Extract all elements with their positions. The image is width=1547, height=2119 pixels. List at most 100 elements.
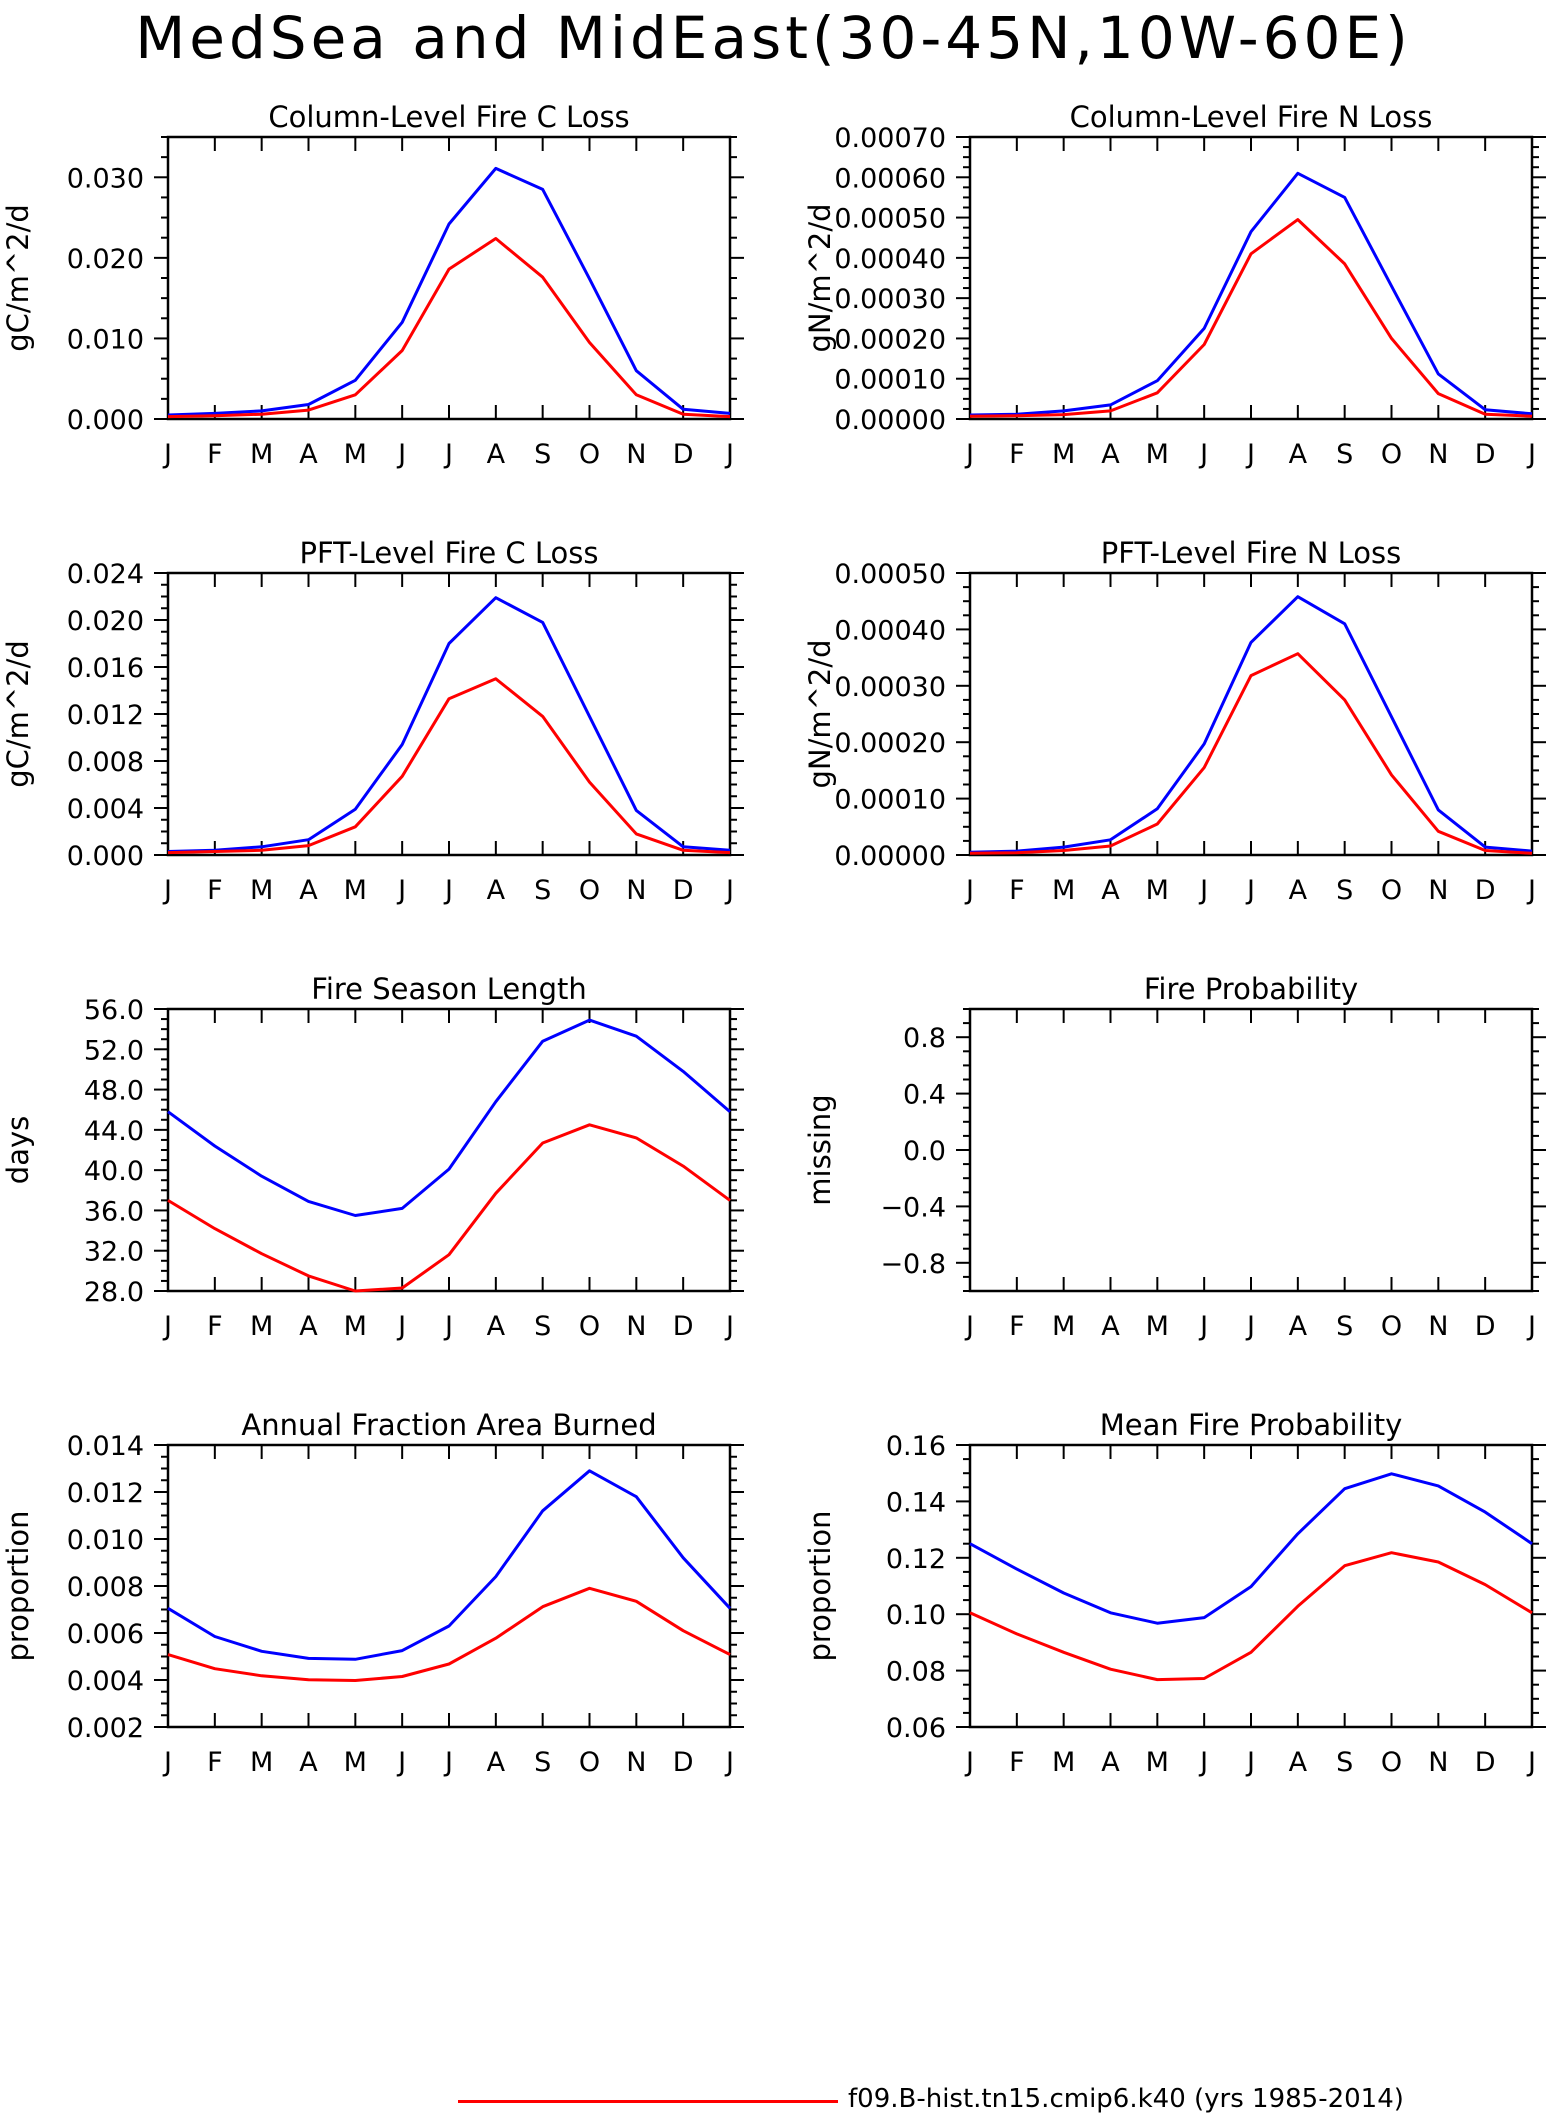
legend-line-swatch — [458, 2100, 838, 2103]
x-tick-label: J — [1245, 1747, 1255, 1778]
x-tick-label: J — [396, 439, 406, 470]
x-tick-label: F — [207, 439, 223, 470]
y-tick-label: 0.008 — [67, 747, 144, 778]
x-tick-label: J — [396, 1747, 406, 1778]
series-line-2 — [167, 677, 731, 855]
series-line-2 — [969, 1551, 1533, 1682]
series-line-2 — [167, 237, 731, 419]
x-tick-label: J — [1526, 1311, 1536, 1342]
y-axis-label: days — [1, 1116, 35, 1184]
chart-panel-5: J F M A M J J A S O N D J28.032.036.040.044.048.052.… — [1, 972, 744, 1342]
y-tick-label: 0.00070 — [834, 123, 946, 154]
y-tick-label: 0.14 — [886, 1487, 946, 1518]
panel-title: Mean Fire Probability — [1100, 1408, 1403, 1442]
series-line-2 — [167, 1123, 731, 1293]
x-tick-label: A — [299, 875, 318, 906]
x-tick-label: J — [1526, 439, 1536, 470]
x-tick-label: O — [1381, 1311, 1402, 1342]
x-tick-label: D — [673, 1747, 694, 1778]
x-tick-label: N — [1428, 875, 1448, 906]
x-tick-label: M — [250, 875, 273, 906]
x-tick-label: S — [534, 875, 551, 906]
y-axis-label: gN/m^2/d — [803, 203, 837, 352]
chart-panel-7: J F M A M J J A S O N D J0.0020.0040.0060.0080.0100.… — [1, 1408, 744, 1778]
x-tick-label: A — [1289, 1747, 1308, 1778]
x-tick-label: J — [1198, 439, 1208, 470]
y-tick-label: 0.008 — [67, 1572, 144, 1603]
x-tick-label: N — [626, 875, 646, 906]
y-tick-label: 0.000 — [67, 841, 144, 872]
y-tick-label: 0.012 — [67, 700, 144, 731]
x-tick-label: A — [299, 1747, 318, 1778]
y-tick-label: 44.0 — [84, 1116, 144, 1147]
y-tick-label: 0.00010 — [834, 785, 946, 816]
y-tick-label: 0.010 — [67, 1525, 144, 1556]
x-tick-label: F — [207, 875, 223, 906]
x-tick-label: N — [1428, 439, 1448, 470]
x-tick-label: M — [1052, 1311, 1075, 1342]
x-tick-label: J — [964, 875, 974, 906]
legend: f09.B-hist.tn15.cmip6.k40 (yrs 1985-2014… — [0, 2076, 1547, 2116]
y-tick-label: 0.004 — [67, 1666, 144, 1697]
panel-title: PFT-Level Fire C Loss — [300, 536, 599, 570]
x-tick-label: S — [1336, 1747, 1353, 1778]
y-tick-label: 0.030 — [67, 163, 144, 194]
y-tick-label: 0.00030 — [834, 284, 946, 315]
x-tick-label: N — [626, 1311, 646, 1342]
x-tick-label: A — [1101, 1311, 1120, 1342]
y-tick-label: 0.00020 — [834, 728, 946, 759]
y-tick-label: 52.0 — [84, 1035, 144, 1066]
x-tick-label: O — [1381, 439, 1402, 470]
x-tick-label: J — [964, 439, 974, 470]
x-tick-label: J — [443, 875, 453, 906]
y-tick-label: 0.4 — [903, 1080, 946, 1111]
y-axis-label: gC/m^2/d — [1, 640, 35, 788]
y-tick-label: 0.00050 — [834, 204, 946, 235]
x-tick-label: M — [344, 1311, 367, 1342]
x-tick-label: J — [964, 1747, 974, 1778]
x-tick-label: M — [344, 875, 367, 906]
x-tick-label: D — [1475, 1311, 1496, 1342]
x-tick-label: O — [579, 1311, 600, 1342]
x-tick-label: F — [1009, 439, 1025, 470]
y-axis-label: gC/m^2/d — [1, 204, 35, 352]
series-line-1 — [167, 596, 731, 853]
y-tick-label: 0.000 — [67, 405, 144, 436]
x-tick-label: J — [1198, 1747, 1208, 1778]
x-tick-label: F — [1009, 875, 1025, 906]
x-tick-label: A — [487, 439, 506, 470]
y-tick-label: 0.00020 — [834, 324, 946, 355]
x-tick-label: D — [673, 1311, 694, 1342]
series-line-1 — [969, 171, 1533, 417]
x-tick-label: M — [250, 1311, 273, 1342]
x-tick-label: J — [443, 1311, 453, 1342]
panel-title: Annual Fraction Area Burned — [241, 1408, 656, 1442]
chart-panel-3: J F M A M J J A S O N D J0.0000.0040.0080.0120.0160.… — [1, 536, 744, 906]
x-tick-label: S — [1336, 875, 1353, 906]
x-tick-label: J — [1198, 1311, 1208, 1342]
panel-title: PFT-Level Fire N Loss — [1101, 536, 1401, 570]
x-tick-label: J — [964, 1311, 974, 1342]
x-tick-label: J — [162, 439, 172, 470]
x-tick-label: A — [299, 439, 318, 470]
y-tick-label: 0.10 — [886, 1600, 946, 1631]
series-line-1 — [969, 1472, 1533, 1625]
y-tick-label: 56.0 — [84, 995, 144, 1026]
series-line-2 — [167, 1586, 731, 1682]
series-line-1 — [969, 595, 1533, 854]
x-tick-label: N — [626, 1747, 646, 1778]
y-axis-label: proportion — [803, 1510, 837, 1661]
x-tick-label: S — [1336, 439, 1353, 470]
x-tick-label: M — [1146, 1747, 1169, 1778]
y-tick-label: 0.020 — [67, 606, 144, 637]
y-tick-label: 0.012 — [67, 1478, 144, 1509]
x-tick-label: F — [1009, 1311, 1025, 1342]
y-tick-label: 0.00050 — [834, 559, 946, 590]
x-tick-label: J — [1245, 1311, 1255, 1342]
x-tick-label: D — [673, 875, 694, 906]
x-tick-label: J — [443, 439, 453, 470]
x-tick-label: J — [1198, 875, 1208, 906]
x-tick-label: A — [487, 1747, 506, 1778]
x-tick-label: M — [1052, 875, 1075, 906]
